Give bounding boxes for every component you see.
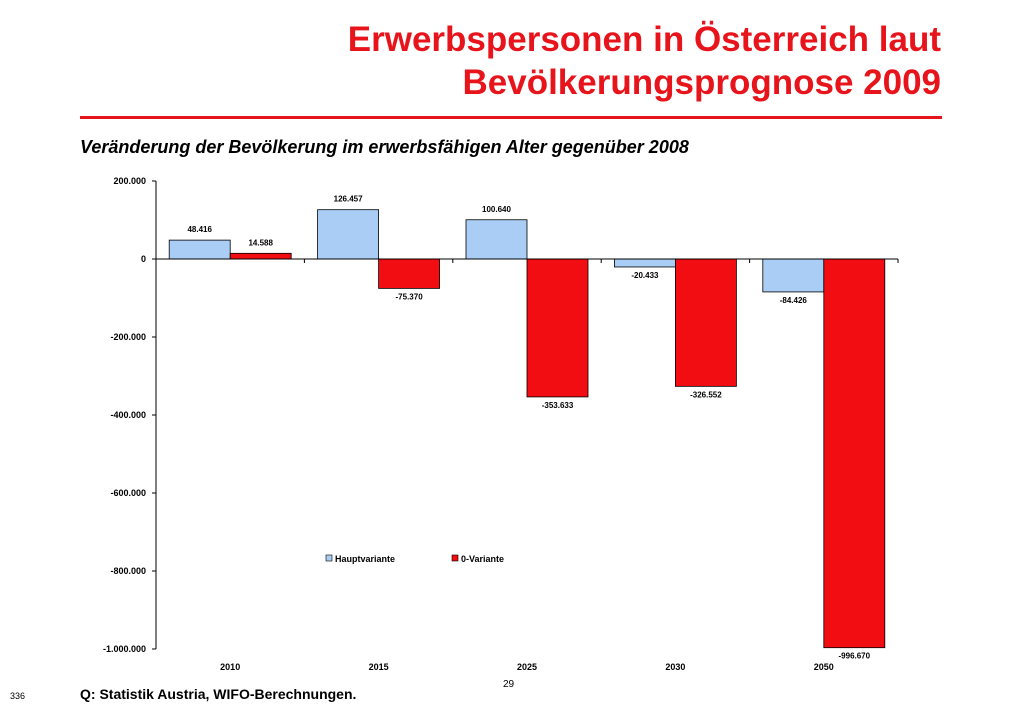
bar-hauptvariante xyxy=(614,258,676,268)
x-tick-label: 2030 xyxy=(665,662,685,672)
x-tick-label: 2015 xyxy=(369,662,389,672)
y-tick-label: 0 xyxy=(141,254,146,264)
corner-number: 336 xyxy=(10,691,26,701)
title-line-2: Bevölkerungsprognose 2009 xyxy=(462,63,942,102)
y-tick-label: -200.000 xyxy=(110,332,146,342)
x-tick-label: 2050 xyxy=(814,662,834,672)
bar-hauptvariante xyxy=(465,219,528,260)
y-tick-label: -400.000 xyxy=(110,410,146,420)
title-divider xyxy=(80,116,942,119)
data-label: -353.633 xyxy=(542,401,574,410)
bar-hauptvariante xyxy=(168,239,231,260)
data-label: -75.370 xyxy=(396,292,424,301)
data-label: -326.552 xyxy=(690,390,722,399)
data-label: 126.457 xyxy=(334,195,363,204)
bar-0-variante xyxy=(823,258,886,649)
bar-0-variante xyxy=(229,252,292,260)
data-label: -996.670 xyxy=(839,652,871,661)
legend-swatch xyxy=(451,554,459,562)
chart-subtitle: Veränderung der Bevölkerung im erwerbsfä… xyxy=(80,137,689,157)
title-line-1: Erwerbspersonen in Österreich laut xyxy=(347,20,941,59)
data-label: -20.433 xyxy=(631,271,659,280)
source-note: Q: Statistik Austria, WIFO-Berechnungen. xyxy=(80,686,357,702)
x-tick-label: 2025 xyxy=(517,662,537,672)
data-label: 48.416 xyxy=(187,225,212,234)
bar-0-variante xyxy=(675,258,737,387)
y-tick-label: -1.000.000 xyxy=(103,644,146,654)
bar-hauptvariante xyxy=(317,209,380,260)
x-tick-label: 2010 xyxy=(220,662,240,672)
y-tick-label: -600.000 xyxy=(110,488,146,498)
legend-swatch xyxy=(325,554,333,562)
page-number: 29 xyxy=(503,679,515,690)
data-label: -84.426 xyxy=(780,296,808,305)
legend-label: Hauptvariante xyxy=(335,554,395,564)
bar-0-variante xyxy=(526,258,589,398)
bar-0-variante xyxy=(378,258,441,289)
data-label: 100.640 xyxy=(482,205,511,214)
y-tick-label: -800.000 xyxy=(110,566,146,576)
legend-label: 0-Variante xyxy=(461,554,504,564)
bar-hauptvariante xyxy=(762,258,825,293)
y-tick-label: 200.000 xyxy=(113,176,146,186)
data-label: 14.588 xyxy=(248,238,273,247)
slide-title: Erwerbspersonen in Österreich laut Bevöl… xyxy=(141,18,941,104)
